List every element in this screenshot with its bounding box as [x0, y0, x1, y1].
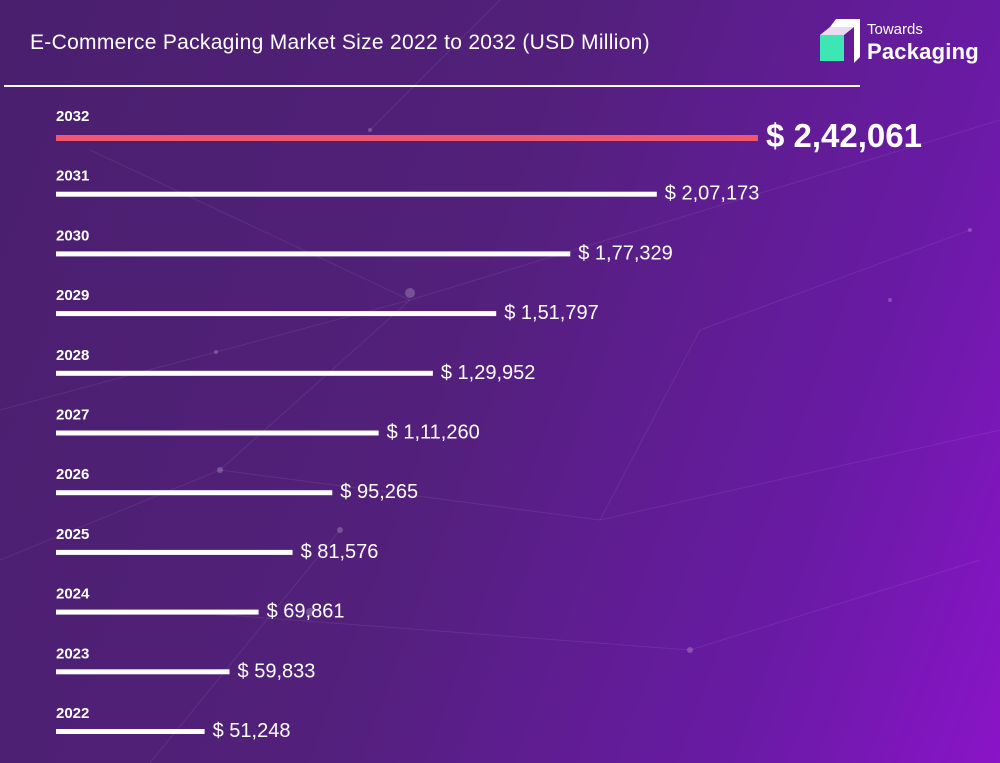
bar-2032	[56, 135, 758, 141]
year-label-2031: 2031	[56, 168, 89, 185]
year-label-2028: 2028	[56, 347, 89, 364]
year-label-2032: 2032	[56, 108, 89, 125]
year-label-2023: 2023	[56, 645, 89, 662]
chart-title: E-Commerce Packaging Market Size 2022 to…	[30, 31, 650, 54]
bar-2027	[56, 430, 379, 436]
value-label-2030: $ 1,77,329	[578, 242, 673, 264]
value-label-2029: $ 1,51,797	[504, 302, 599, 324]
bar-2030	[56, 251, 571, 257]
year-label-2029: 2029	[56, 287, 89, 304]
value-label-2032: $ 2,42,061	[766, 117, 922, 154]
bar-2025	[56, 549, 293, 555]
year-label-2022: 2022	[56, 705, 89, 722]
bar-2031	[56, 191, 657, 197]
value-label-2026: $ 95,265	[340, 481, 418, 503]
value-label-2027: $ 1,11,260	[387, 422, 480, 444]
value-label-2024: $ 69,861	[267, 601, 345, 623]
logo-text-main: Packaging	[867, 39, 979, 64]
bar-2026	[56, 490, 333, 496]
year-label-2027: 2027	[56, 407, 89, 424]
bar-2029	[56, 311, 497, 317]
year-label-2025: 2025	[56, 526, 89, 543]
value-label-2022: $ 51,248	[213, 720, 291, 742]
bar-2022	[56, 729, 205, 734]
bar-2024	[56, 609, 259, 615]
value-label-2028: $ 1,29,952	[441, 362, 536, 384]
year-label-2030: 2030	[56, 227, 89, 244]
value-label-2031: $ 2,07,173	[665, 183, 760, 205]
year-label-2026: 2026	[56, 466, 89, 483]
year-label-2024: 2024	[56, 586, 90, 603]
bar-2028	[56, 370, 433, 376]
title-divider	[4, 85, 860, 87]
value-label-2025: $ 81,576	[301, 541, 379, 563]
bar-2023	[56, 669, 230, 675]
brand-logo: Towards Packaging	[818, 17, 988, 69]
logo-text-top: Towards	[867, 21, 923, 38]
towards-packaging-logo-icon	[820, 19, 860, 63]
value-label-2023: $ 59,833	[238, 660, 316, 682]
